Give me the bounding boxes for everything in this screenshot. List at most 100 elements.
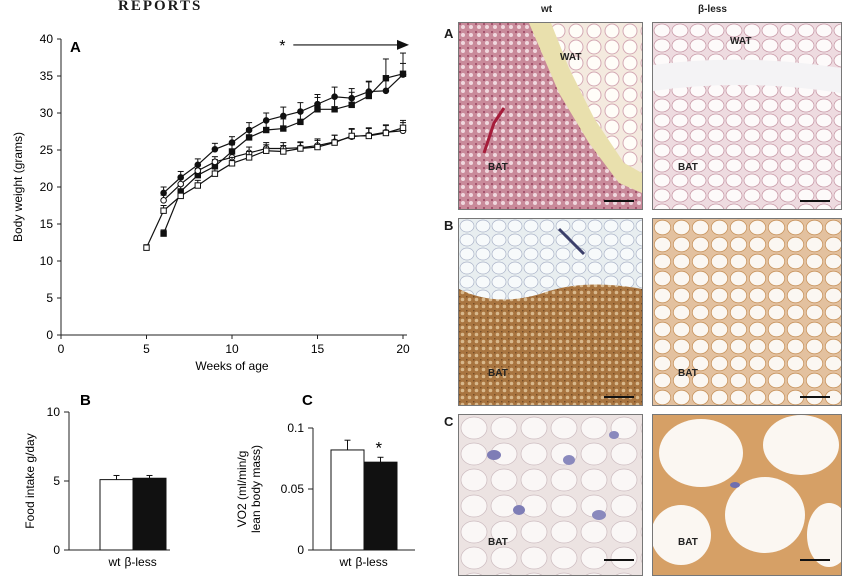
- y-tick-label: 10: [40, 254, 54, 268]
- scale-bar: [604, 200, 634, 202]
- data-point: [348, 132, 355, 140]
- scale-bar: [800, 200, 830, 202]
- tissue-label-a-bless-wat: WAT: [730, 36, 752, 47]
- data-point: [348, 101, 355, 109]
- data-point: [245, 154, 253, 161]
- tissue-label-c-wt-bat: BAT: [488, 537, 508, 548]
- y-tick-label: 10: [47, 405, 61, 419]
- y-tick-label: 35: [40, 69, 54, 83]
- line-chart-body-weight: A 0 5 10 15 20 25 30 35 40 0 5 10 15 20 Weeks of age Bod…: [11, 32, 410, 373]
- row-label-b: B: [444, 218, 454, 233]
- x-tick-label: 0: [58, 342, 65, 356]
- scale-bar: [800, 559, 830, 561]
- category-label-wt: wt: [107, 555, 121, 569]
- series-line: [145, 127, 404, 248]
- data-point: [211, 158, 219, 166]
- data-point: [177, 180, 184, 188]
- data-point: [177, 192, 184, 200]
- micrograph-c-beta-less: [652, 414, 842, 576]
- bar-chart-food-intake: B 0 5 10 wt β-less Food intake g/day: [23, 392, 170, 569]
- y-axis-label-line2: lean body mass): [249, 445, 263, 533]
- data-point: [382, 87, 390, 95]
- micrograph-c-wt: [458, 414, 643, 576]
- x-tick-label: 20: [396, 342, 410, 356]
- y-tick-label: 0.1: [287, 421, 304, 435]
- tissue-label-b-bless-bat: BAT: [678, 368, 698, 379]
- x-tick-label: 15: [311, 342, 325, 356]
- tissue-label-b-wt-bat: BAT: [488, 368, 508, 379]
- micrograph-b-beta-less: [652, 218, 842, 406]
- data-point: [399, 124, 407, 131]
- data-point: [297, 118, 304, 126]
- y-tick-label: 25: [40, 143, 54, 157]
- y-tick-label: 0: [297, 543, 304, 557]
- panel-label-b: B: [80, 392, 91, 409]
- data-point: [263, 147, 270, 154]
- bar-chart-vo2: C 0 0.05 0.1 wt β-less VO2 (ml/min/g lean body …: [235, 392, 415, 569]
- y-tick-label: 0: [53, 543, 60, 557]
- scale-bar: [604, 559, 634, 561]
- data-point: [314, 106, 321, 113]
- x-tick-label: 5: [143, 342, 150, 356]
- tissue-label-a-wt-wat: WAT: [560, 52, 582, 63]
- data-point: [245, 134, 253, 141]
- data-point: [211, 145, 219, 153]
- y-tick-label: 15: [40, 217, 54, 231]
- bar: [363, 461, 398, 551]
- data-point: [194, 167, 202, 175]
- category-label-beta-less: β-less: [355, 555, 387, 569]
- y-tick-label: 5: [53, 474, 60, 488]
- significance-marker: *: [376, 438, 383, 457]
- y-tick-label: 40: [40, 32, 54, 46]
- data-point: [365, 132, 373, 140]
- scale-bar: [800, 396, 830, 398]
- bar: [132, 477, 167, 551]
- category-label-wt: wt: [338, 555, 352, 569]
- data-point: [211, 170, 219, 177]
- section-header: REPORTS: [118, 0, 203, 14]
- category-label-beta-less: β-less: [124, 555, 156, 569]
- row-label-a: A: [444, 26, 454, 41]
- y-axis-label-line1: VO2 (ml/min/g: [235, 451, 249, 528]
- data-point: [263, 126, 270, 134]
- y-tick-label: 20: [40, 180, 54, 194]
- tissue-label-a-wt-bat: BAT: [488, 162, 508, 173]
- significance-marker: *: [279, 38, 285, 55]
- charts-figure: A 0 5 10 15 20 25 30 35 40 0 5 10 15 20 Weeks of age Bod…: [11, 32, 415, 569]
- micrograph-a-wt: [458, 22, 643, 210]
- data-point: [160, 197, 167, 204]
- data-point: [382, 129, 390, 137]
- data-point: [280, 112, 287, 120]
- data-point: [280, 148, 287, 155]
- data-point: [160, 207, 167, 214]
- tissue-label-a-bless-bat: BAT: [678, 162, 698, 173]
- tissue-label-c-bless-bat: BAT: [678, 537, 698, 548]
- data-point: [280, 125, 287, 132]
- y-tick-label: 5: [46, 291, 53, 305]
- significance-arrow-head: [397, 39, 409, 50]
- micrograph-b-wt: [458, 218, 643, 406]
- bar: [99, 479, 134, 551]
- data-point: [314, 143, 321, 151]
- x-tick-label: 10: [225, 342, 239, 356]
- bar: [330, 449, 365, 551]
- data-point: [194, 182, 202, 189]
- panel-label-a: A: [70, 39, 81, 56]
- data-point: [331, 139, 338, 146]
- column-label-beta-less: β-less: [698, 4, 727, 15]
- row-label-c: C: [444, 414, 454, 429]
- x-axis-label: Weeks of age: [195, 359, 268, 373]
- y-axis-label: Food intake g/day: [23, 433, 37, 528]
- scale-bar: [604, 396, 634, 398]
- panel-label-c: C: [302, 392, 313, 409]
- y-axis-label: Body weight (grams): [11, 132, 25, 242]
- data-point: [143, 244, 150, 251]
- column-label-wt: wt: [541, 4, 553, 15]
- micrograph-a-beta-less: [652, 22, 842, 210]
- y-tick-label: 0.05: [281, 482, 305, 496]
- data-point: [228, 160, 236, 167]
- y-tick-label: 0: [46, 328, 53, 342]
- data-point: [382, 75, 390, 82]
- y-tick-label: 30: [40, 106, 54, 120]
- data-point: [399, 70, 407, 77]
